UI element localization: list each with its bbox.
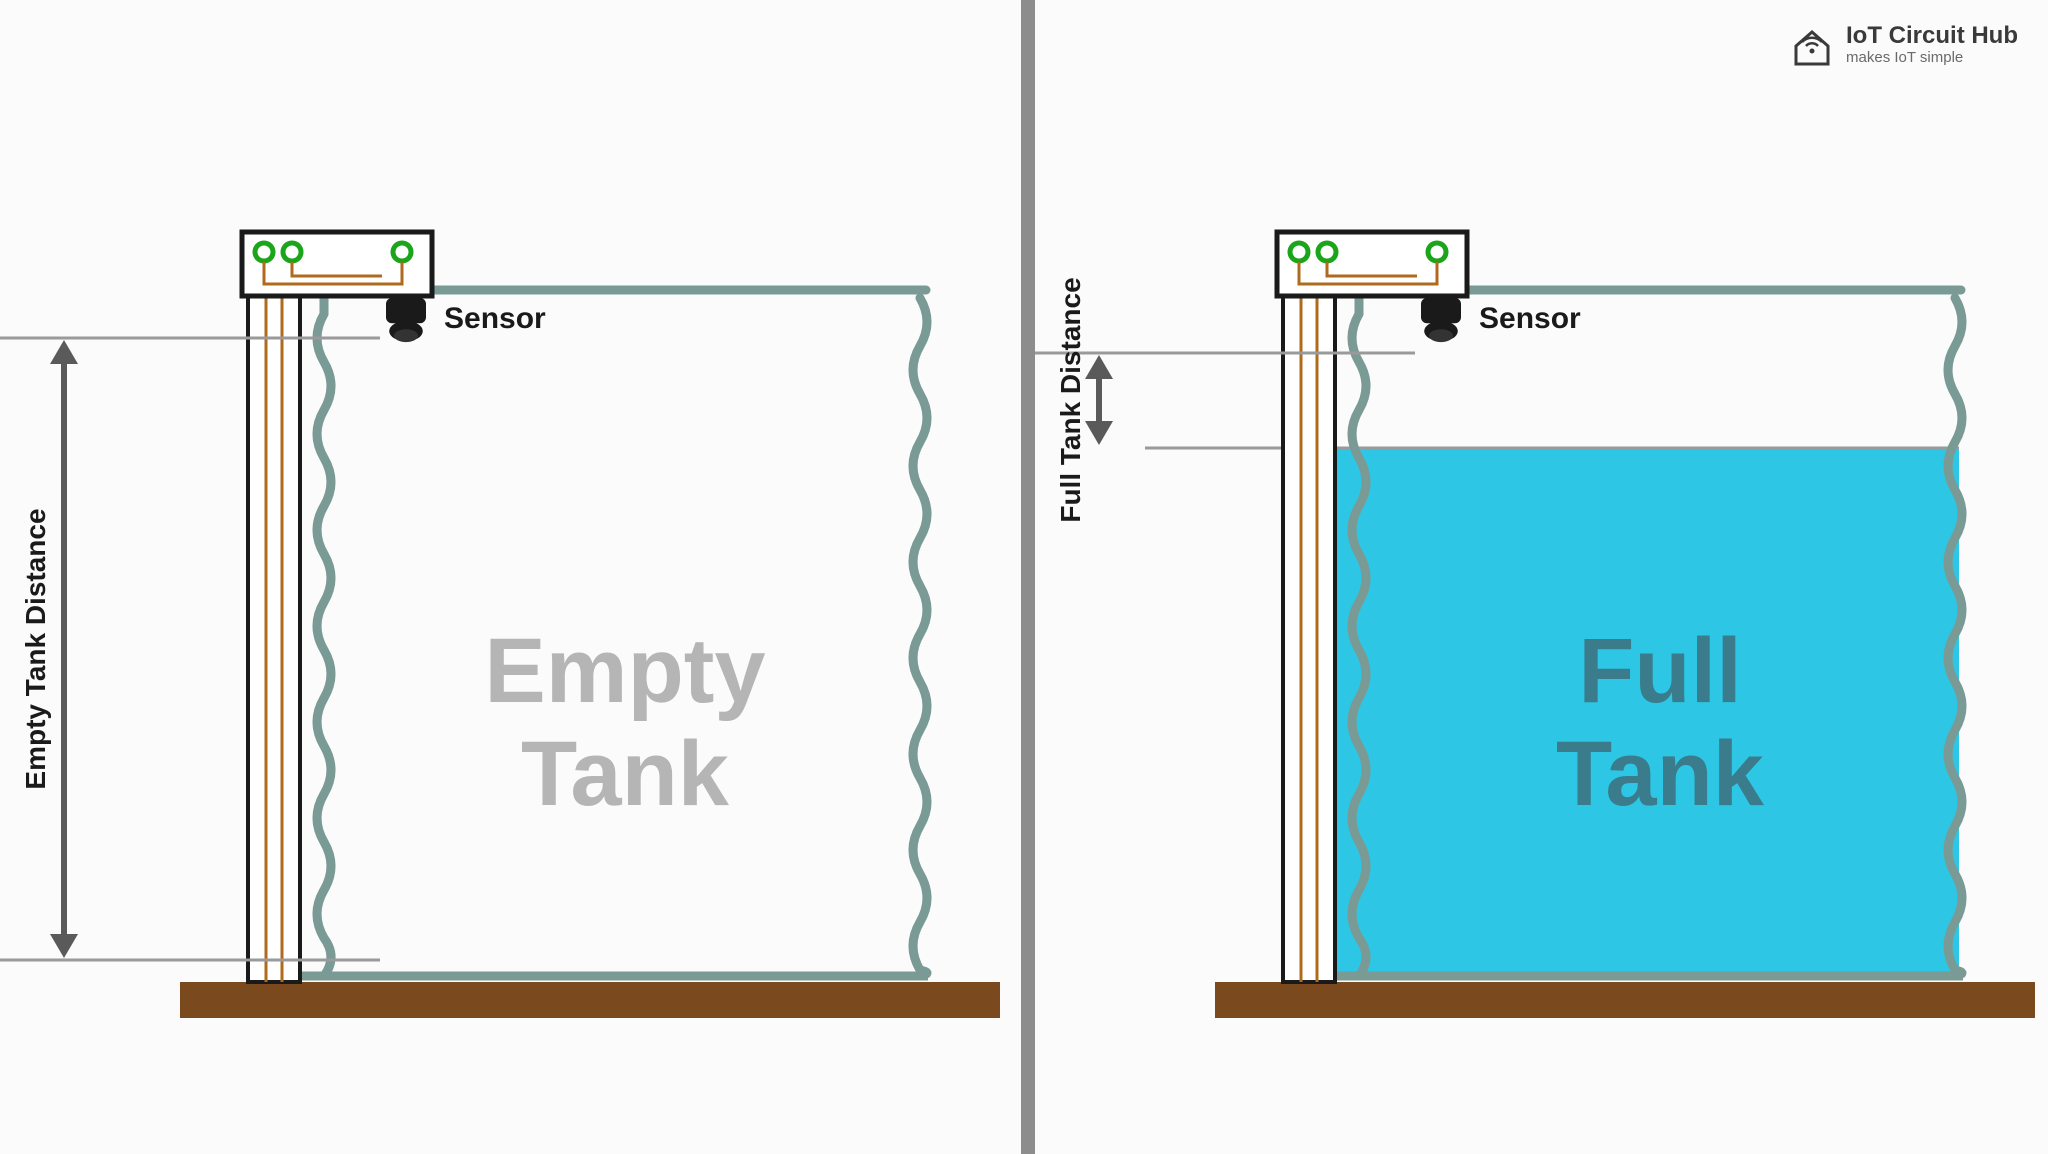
full-tank-scene xyxy=(1035,0,2048,1154)
tank-state-label: EmptyTank xyxy=(425,620,825,826)
distance-label: Empty Tank Distance xyxy=(20,508,52,789)
sensor-label: Sensor xyxy=(1479,302,1581,336)
sensor-label: Sensor xyxy=(444,302,546,336)
panel-empty-tank: Sensor Empty Tank Distance EmptyTank xyxy=(0,0,1021,1154)
page-root: IoT Circuit Hub makes IoT simple Sensor … xyxy=(0,0,2048,1154)
empty-tank-scene xyxy=(0,0,1021,1154)
tank-state-label: FullTank xyxy=(1460,620,1860,826)
panel-full-tank: Sensor Full Tank Distance FullTank xyxy=(1035,0,2048,1154)
distance-label: Full Tank Distance xyxy=(1055,277,1087,522)
center-divider xyxy=(1021,0,1035,1154)
